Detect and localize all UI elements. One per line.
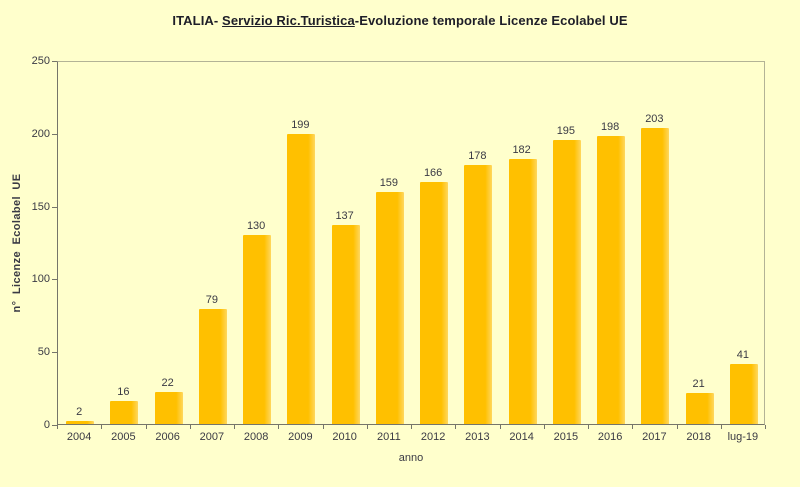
y-tick-label: 0 <box>43 419 50 431</box>
bar <box>686 393 714 424</box>
bar-value-label: 178 <box>468 150 487 162</box>
bar-value-label: 2 <box>76 406 83 418</box>
y-tick-label: 250 <box>31 55 50 67</box>
bar-value-label: 199 <box>291 119 310 131</box>
bar-value-label: 195 <box>556 125 576 137</box>
bar-value-label: 79 <box>205 294 218 306</box>
bar <box>464 165 492 424</box>
bar-value-label: 41 <box>736 349 749 361</box>
bar <box>199 309 227 424</box>
x-tick-mark <box>323 425 324 429</box>
x-axis-title: anno <box>398 452 424 464</box>
x-tick-mark <box>190 425 191 429</box>
bar-value-label: 22 <box>161 377 174 389</box>
y-tick-label: 200 <box>31 127 50 140</box>
y-tick-mark <box>52 61 57 62</box>
bar <box>287 134 315 424</box>
x-tick-label: 2008 <box>243 431 269 443</box>
bar <box>509 159 537 424</box>
x-tick-label: 2009 <box>288 431 313 443</box>
chart-title-prefix: ITALIA- <box>172 13 223 28</box>
bar-value-label: 166 <box>423 167 443 179</box>
x-tick-label: 2018 <box>686 431 711 443</box>
x-tick-label: 2007 <box>199 431 225 443</box>
bar <box>66 421 94 424</box>
y-tick-label: 100 <box>31 273 50 286</box>
bar-value-label: 21 <box>692 378 705 390</box>
chart-title-underlined: Servizio Ric.Turistica <box>222 13 355 28</box>
x-tick-mark <box>544 425 545 429</box>
bar-value-label: 198 <box>600 121 620 133</box>
x-tick-mark <box>278 425 279 429</box>
bar <box>597 136 625 424</box>
bar-value-label: 203 <box>645 113 664 125</box>
bar <box>332 225 360 424</box>
x-tick-mark <box>367 425 368 429</box>
x-tick-label: 2005 <box>111 431 136 443</box>
x-tick-mark <box>455 425 456 429</box>
x-tick-mark <box>146 425 147 429</box>
bar <box>553 140 581 424</box>
y-tick-mark <box>52 425 57 426</box>
x-tick-label: 2016 <box>597 431 623 443</box>
bar-value-label: 130 <box>246 220 266 232</box>
y-tick-mark <box>52 352 57 353</box>
x-tick-mark <box>101 425 102 429</box>
x-tick-mark <box>234 425 235 429</box>
bar <box>420 182 448 424</box>
bar <box>641 128 669 424</box>
x-tick-label: 2017 <box>642 431 667 443</box>
x-tick-mark <box>500 425 501 429</box>
bar-value-label: 16 <box>117 386 130 398</box>
chart-title: ITALIA- Servizio Ric.Turistica-Evoluzion… <box>0 13 800 28</box>
x-tick-label: 2013 <box>465 431 490 443</box>
x-tick-mark <box>588 425 589 429</box>
bar <box>243 235 271 424</box>
bar <box>110 401 138 424</box>
bar <box>730 364 758 424</box>
x-tick-mark <box>57 425 58 429</box>
bar-value-label: 137 <box>335 210 354 222</box>
x-tick-mark <box>632 425 633 429</box>
x-tick-label: 2015 <box>553 431 579 443</box>
x-tick-mark <box>411 425 412 429</box>
bar-value-label: 182 <box>512 144 531 156</box>
chart-title-suffix: -Evoluzione temporale Licenze Ecolabel U… <box>354 13 628 28</box>
y-tick-label: 150 <box>31 200 50 213</box>
x-tick-mark <box>677 425 678 429</box>
y-tick-label: 50 <box>37 346 50 359</box>
plot-area <box>57 61 765 425</box>
x-tick-label: 2004 <box>66 431 92 443</box>
x-tick-label: 2011 <box>377 431 401 443</box>
x-tick-mark <box>765 425 766 429</box>
x-tick-label: 2012 <box>420 431 446 443</box>
x-tick-label: 2010 <box>332 431 357 443</box>
y-tick-mark <box>52 207 57 208</box>
y-axis-title: n° Licenze Ecolabel UE <box>11 173 23 313</box>
x-tick-label: 2014 <box>509 431 534 443</box>
x-tick-mark <box>721 425 722 429</box>
x-tick-label: lug-19 <box>727 431 759 443</box>
bar <box>376 192 404 424</box>
y-tick-mark <box>52 279 57 280</box>
bar <box>155 392 183 424</box>
x-tick-label: 2006 <box>155 431 180 443</box>
y-tick-mark <box>52 134 57 135</box>
bar-value-label: 159 <box>379 177 399 189</box>
